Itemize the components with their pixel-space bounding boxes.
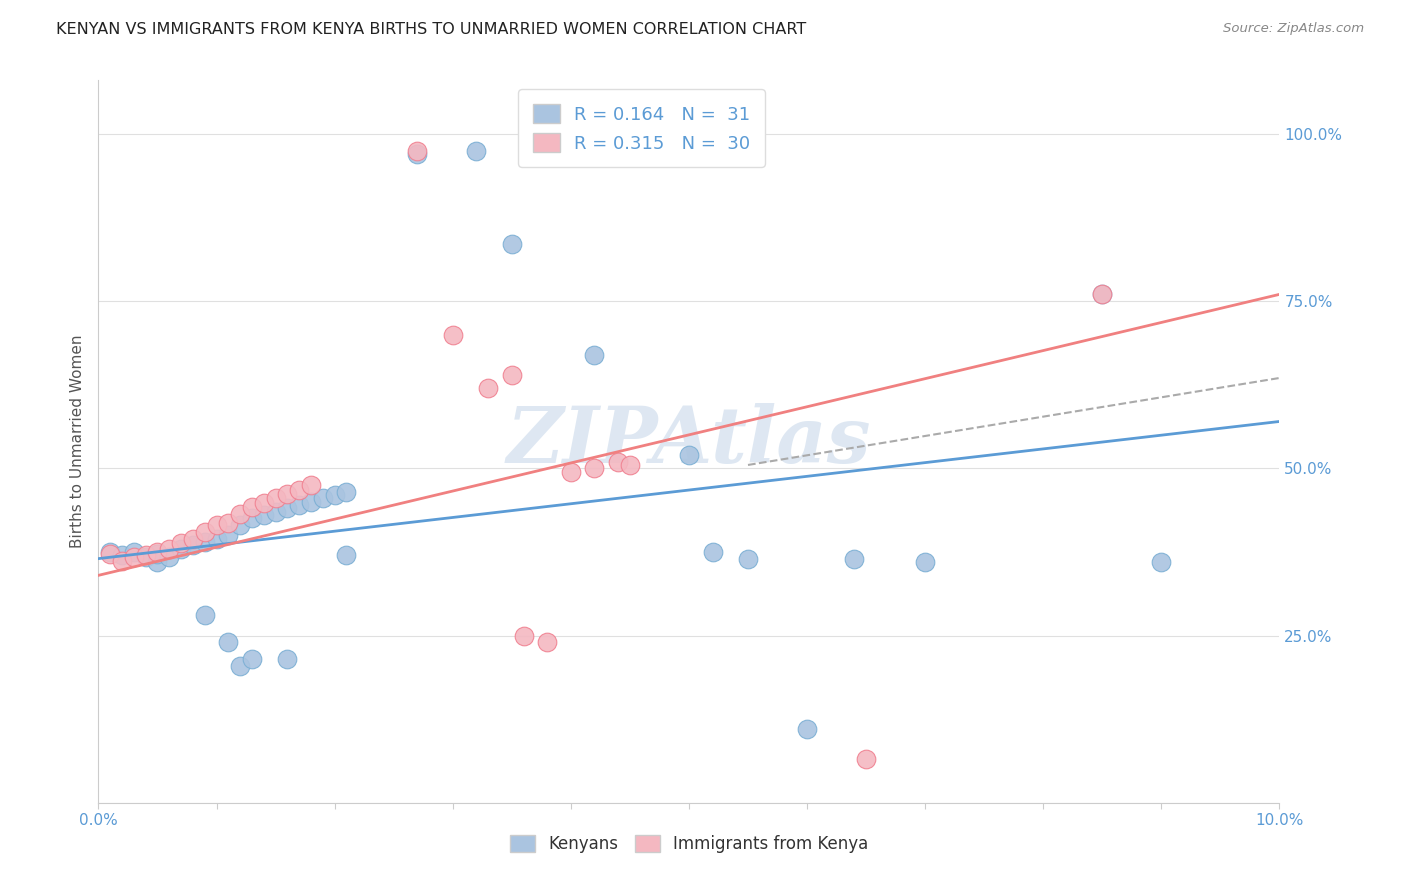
Point [914, 555, 936, 569]
Point [217, 516, 239, 530]
Point [619, 458, 641, 472]
Point [229, 658, 252, 673]
Point [194, 608, 217, 623]
Point [335, 548, 357, 563]
Point [217, 528, 239, 542]
Y-axis label: Births to Unmarried Women: Births to Unmarried Women [69, 334, 84, 549]
Text: KENYAN VS IMMIGRANTS FROM KENYA BIRTHS TO UNMARRIED WOMEN CORRELATION CHART: KENYAN VS IMMIGRANTS FROM KENYA BIRTHS T… [56, 22, 807, 37]
Point [465, 144, 488, 158]
Point [441, 327, 464, 342]
Point [111, 553, 134, 568]
Point [264, 491, 287, 506]
Point [194, 524, 217, 539]
Point [240, 500, 263, 514]
Point [678, 448, 700, 462]
Point [194, 534, 217, 549]
Point [607, 455, 630, 469]
Point [335, 484, 357, 499]
Point [170, 541, 193, 556]
Point [264, 505, 287, 519]
Point [844, 551, 866, 566]
Point [98, 547, 121, 561]
Point [111, 548, 134, 563]
Point [560, 465, 582, 479]
Point [146, 547, 169, 561]
Text: ZIPAtlas: ZIPAtlas [506, 403, 872, 480]
Point [157, 541, 180, 556]
Point [312, 491, 335, 506]
Point [240, 511, 263, 525]
Point [536, 635, 558, 649]
Point [229, 518, 252, 533]
Point [855, 752, 877, 766]
Point [737, 551, 759, 566]
Point [477, 381, 499, 395]
Point [181, 538, 204, 552]
Point [796, 723, 818, 737]
Point [512, 628, 534, 642]
Point [146, 545, 169, 559]
Point [406, 147, 429, 161]
Point [217, 635, 239, 649]
Point [276, 487, 298, 501]
Point [135, 548, 157, 563]
Point [299, 494, 322, 508]
Point [253, 496, 276, 510]
Point [299, 478, 322, 492]
Point [406, 144, 429, 158]
Point [1091, 287, 1114, 301]
Point [170, 536, 193, 550]
Point [146, 555, 169, 569]
Point [583, 461, 606, 475]
Point [276, 501, 298, 516]
Point [157, 549, 180, 564]
Text: Source: ZipAtlas.com: Source: ZipAtlas.com [1223, 22, 1364, 36]
Point [583, 348, 606, 362]
Point [501, 237, 523, 252]
Point [205, 518, 228, 533]
Point [501, 368, 523, 382]
Point [122, 549, 145, 564]
Point [122, 545, 145, 559]
Point [229, 507, 252, 521]
Point [288, 498, 311, 512]
Legend: Kenyans, Immigrants from Kenya: Kenyans, Immigrants from Kenya [503, 828, 875, 860]
Point [702, 545, 724, 559]
Point [323, 488, 346, 502]
Point [135, 549, 157, 564]
Point [240, 652, 263, 666]
Point [253, 508, 276, 523]
Point [1150, 555, 1173, 569]
Point [205, 532, 228, 546]
Point [98, 545, 121, 559]
Point [1091, 287, 1114, 301]
Point [276, 652, 298, 666]
Point [181, 532, 204, 546]
Point [288, 483, 311, 497]
